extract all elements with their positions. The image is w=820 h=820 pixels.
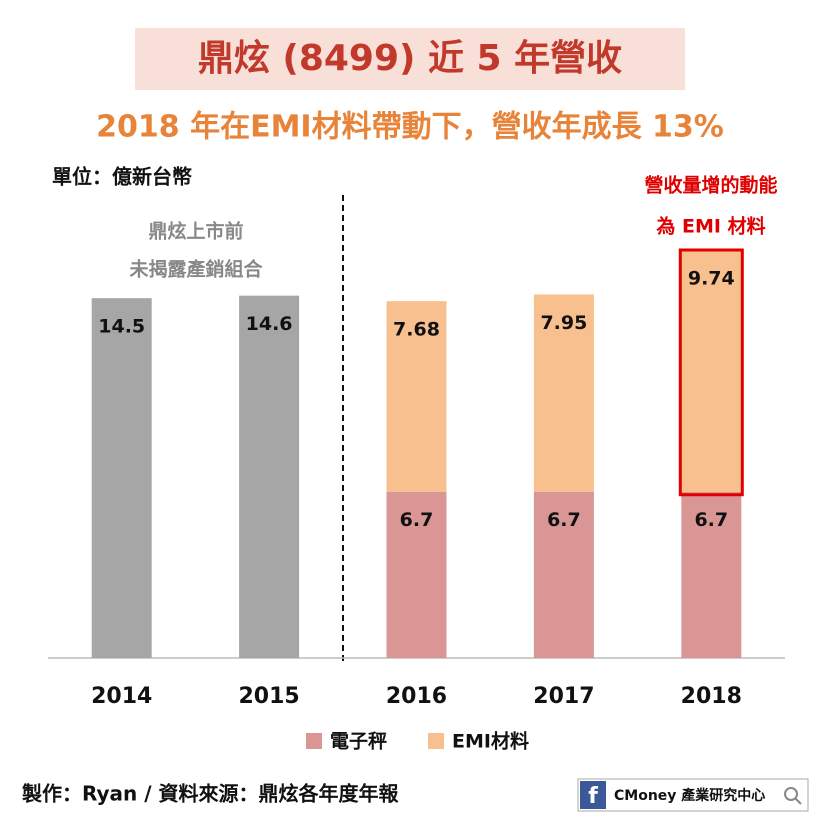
annotation: 鼎炫上市前 xyxy=(148,220,243,243)
legend-label: 電子秤 xyxy=(330,731,387,753)
bar xyxy=(239,295,300,658)
data-label: 14.6 xyxy=(246,313,293,335)
annotation: 未揭露產銷組合 xyxy=(128,258,263,281)
legend-swatch xyxy=(306,733,322,749)
bar xyxy=(533,294,594,492)
search-icon xyxy=(784,787,798,801)
data-label: 7.68 xyxy=(393,319,440,341)
data-label: 9.74 xyxy=(688,268,735,290)
chart-title: 鼎炫 (8499) 近 5 年營收 xyxy=(198,38,622,79)
footer: 製作：Ryan / 資料來源：鼎炫各年度年報 xyxy=(22,782,400,806)
chart-subtitle: 2018 年在EMI材料帶動下，營收年成長 13% xyxy=(96,110,724,145)
annotation: 為 EMI 材料 xyxy=(656,215,765,238)
data-label: 7.95 xyxy=(540,312,587,334)
unit-label: 單位：億新台幣 xyxy=(52,165,192,189)
bar xyxy=(681,250,742,492)
highlight-box xyxy=(678,248,744,497)
legend-label: EMI材料 xyxy=(452,730,529,753)
x-tick-label: 2014 xyxy=(91,684,152,709)
search-icon xyxy=(794,797,802,805)
x-tick-label: 2017 xyxy=(533,684,594,709)
x-tick-label: 2015 xyxy=(238,684,299,709)
logo-icon-text: f xyxy=(588,784,598,809)
title-background xyxy=(135,28,685,90)
x-tick-label: 2018 xyxy=(681,684,742,709)
bar xyxy=(386,491,447,658)
bar xyxy=(681,491,742,658)
data-label: 6.7 xyxy=(547,509,581,531)
data-label: 14.5 xyxy=(98,316,145,338)
bar xyxy=(386,301,447,492)
data-label: 6.7 xyxy=(400,509,434,531)
x-tick-label: 2016 xyxy=(386,684,447,709)
bar xyxy=(91,298,152,658)
data-label: 6.7 xyxy=(694,509,728,531)
bar xyxy=(533,491,594,658)
annotation: 營收量增的動能 xyxy=(644,174,777,197)
legend-swatch xyxy=(428,733,445,749)
logo-icon xyxy=(580,781,606,809)
logo-text: CMoney 產業研究中心 xyxy=(614,787,765,804)
logo-box xyxy=(577,778,809,812)
